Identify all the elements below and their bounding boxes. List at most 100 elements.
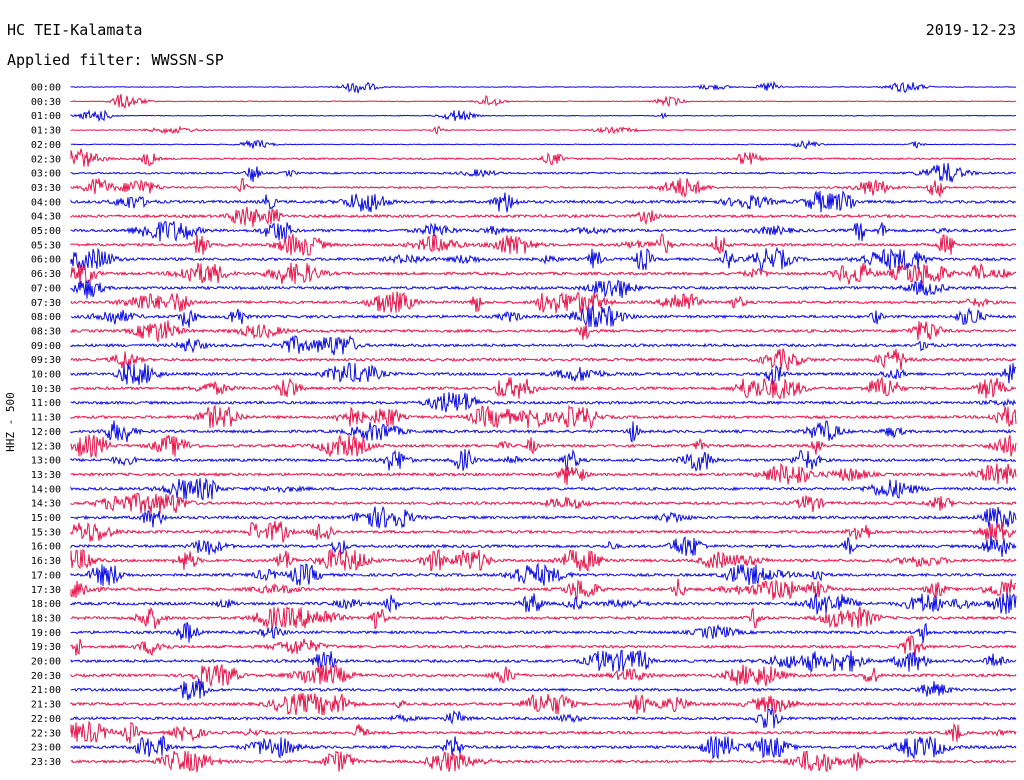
time-label: 20:30 [31, 671, 61, 682]
time-label: 17:00 [31, 570, 61, 581]
time-label: 02:00 [31, 140, 61, 151]
seismic-trace [70, 246, 1016, 271]
seismic-trace [70, 562, 1017, 586]
time-label: 08:30 [31, 326, 61, 337]
seismic-trace [70, 392, 1017, 413]
seismic-trace [70, 80, 1017, 94]
seismic-trace [70, 463, 1017, 486]
seismic-trace [70, 139, 1017, 150]
seismic-trace [70, 622, 1017, 643]
time-label: 04:30 [31, 212, 61, 223]
time-label: 16:30 [31, 556, 61, 567]
time-label: 22:30 [31, 728, 61, 739]
applied-filter: Applied filter: WWSSN-SP [7, 51, 224, 69]
time-label: 21:00 [31, 685, 61, 696]
time-label: 04:00 [31, 197, 61, 208]
time-label: 00:30 [31, 97, 61, 108]
seismic-trace [70, 693, 1017, 716]
time-label: 05:30 [31, 240, 61, 251]
seismic-trace [70, 125, 1017, 135]
seismic-trace [70, 109, 1017, 123]
time-label: 14:30 [31, 499, 61, 510]
record-date: 2019-12-23 [925, 21, 1016, 39]
time-label: 09:30 [31, 355, 61, 366]
seismic-trace [70, 536, 1017, 557]
time-label: 03:00 [31, 169, 61, 180]
seismic-trace [70, 376, 1017, 400]
seismic-trace [70, 707, 1017, 729]
time-label: 11:30 [31, 413, 61, 424]
seismic-trace [70, 335, 1017, 356]
seismic-trace [70, 233, 1017, 256]
seismic-trace [70, 262, 1017, 285]
time-label: 18:30 [31, 613, 61, 624]
seismic-trace [70, 720, 1017, 744]
time-label: 07:30 [31, 298, 61, 309]
time-label: 12:30 [31, 441, 61, 452]
seismic-trace [70, 348, 1017, 372]
time-label: 15:00 [31, 513, 61, 524]
seismic-trace [70, 320, 1017, 344]
time-label: 21:30 [31, 700, 61, 711]
time-label: 02:30 [31, 154, 61, 165]
time-label: 14:00 [31, 484, 61, 495]
seismic-trace [70, 93, 1016, 109]
seismic-trace [70, 547, 1017, 572]
time-label: 03:30 [31, 183, 61, 194]
time-label: 06:30 [31, 269, 61, 280]
seismic-trace [70, 162, 1017, 183]
time-label: 13:30 [31, 470, 61, 481]
time-label: 19:00 [31, 628, 61, 639]
seismic-trace [70, 592, 1017, 615]
time-label: 16:00 [31, 542, 61, 553]
time-label: 22:00 [31, 714, 61, 725]
time-label: 23:00 [31, 743, 61, 754]
time-label: 18:00 [31, 599, 61, 610]
seismic-trace [70, 578, 1017, 600]
seismic-trace [70, 477, 1017, 501]
time-label: 10:30 [31, 384, 61, 395]
seismic-trace [70, 520, 1017, 543]
seismic-trace [70, 279, 1017, 299]
time-label: 07:00 [31, 283, 61, 294]
seismic-trace [70, 750, 1017, 773]
seismic-trace [70, 291, 1017, 314]
seismic-trace [70, 492, 1017, 514]
seismic-trace [70, 635, 1017, 658]
seismic-trace [70, 678, 1017, 701]
time-label: 09:00 [31, 341, 61, 352]
time-label: 11:00 [31, 398, 61, 409]
seismic-trace [70, 404, 1017, 430]
seismic-trace [70, 505, 1017, 529]
seismic-trace [70, 189, 1017, 213]
time-label: 10:00 [31, 370, 61, 381]
time-label: 06:00 [31, 255, 61, 266]
seismic-trace [70, 177, 1017, 199]
seismic-trace [70, 448, 1016, 472]
time-label: 20:00 [31, 657, 61, 668]
time-label: 17:30 [31, 585, 61, 596]
seismic-trace [70, 649, 1017, 674]
seismic-trace [70, 206, 1017, 228]
time-label: 12:00 [31, 427, 61, 438]
seismic-trace [70, 664, 1017, 688]
time-label: 15:30 [31, 527, 61, 538]
seismic-trace [70, 735, 1017, 760]
seismic-trace [70, 433, 1017, 459]
time-label: 05:00 [31, 226, 61, 237]
time-label: 13:00 [31, 456, 61, 467]
time-label: 19:30 [31, 642, 61, 653]
seismic-trace [70, 221, 1017, 243]
time-label: 01:00 [31, 111, 61, 122]
seismic-trace [70, 148, 1017, 167]
seismic-trace [70, 420, 1017, 443]
seismic-trace [70, 606, 1017, 630]
seismic-trace [70, 305, 1017, 328]
seismic-trace [70, 362, 1017, 385]
time-label: 00:00 [31, 83, 61, 94]
time-label: 01:30 [31, 126, 61, 137]
time-label: 23:30 [31, 757, 61, 768]
time-label: 08:00 [31, 312, 61, 323]
station-name: HC TEI-Kalamata [7, 21, 143, 39]
